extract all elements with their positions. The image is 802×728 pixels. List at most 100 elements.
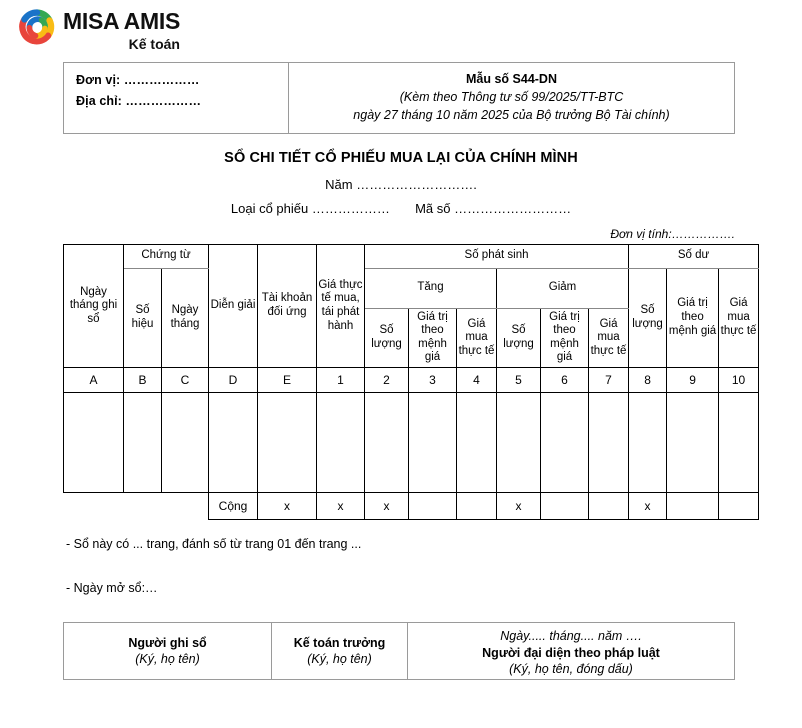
col-code-B: B	[123, 367, 162, 393]
col-code-8: 8	[628, 367, 668, 393]
signature-legal-representative: Ngày..... tháng.... năm …. Người đại diệ…	[408, 623, 734, 679]
brand-product: Kế toán	[128, 36, 180, 52]
total-mark-2: x	[364, 492, 409, 520]
group-header-row-2: Số hiệu Ngày tháng Tăng Giảm Số lượng Gi…	[64, 267, 760, 369]
cell-7[interactable]	[587, 392, 630, 493]
col-code-1: 1	[316, 367, 365, 393]
chief-accountant-role: Kế toán trưởng	[293, 636, 386, 650]
cell-10[interactable]	[718, 392, 760, 493]
col-code-A: A	[63, 367, 124, 393]
share-type-label: Loại cổ phiếu ………………	[230, 201, 390, 216]
signature-recorder: Người ghi sổ (Ký, họ tên)	[64, 623, 272, 679]
note-open-date: - Ngày mở sổ:…	[66, 581, 158, 595]
total-mark-10	[718, 492, 760, 520]
total-mark-3	[408, 492, 457, 520]
signature-chief-accountant: Kế toán trưởng (Ký, họ tên)	[272, 623, 408, 679]
total-mark-8: x	[628, 492, 668, 520]
col-code-C: C	[161, 367, 209, 393]
col-head-increase-quantity: Số lượng	[364, 307, 409, 369]
total-mark-1: x	[316, 492, 365, 520]
col-head-contra-account: Tài khoản đối ứng	[257, 244, 317, 368]
form-reference: Mẫu số S44-DN (Kèm theo Thông tư số 99/2…	[289, 63, 734, 133]
col-head-balance-par-value: Giá trị theo mệnh giá	[666, 267, 720, 369]
col-head-decrease-par-value: Giá trị theo mệnh giá	[540, 307, 589, 369]
share-type-line: Loại cổ phiếu ……………… Mã số ………………………	[0, 201, 802, 216]
col-head-balance-quantity: Số lượng	[628, 267, 668, 369]
total-row: Cộng x x x x x	[64, 492, 760, 520]
circular-line-2: ngày 27 tháng 10 năm 2025 của Bộ trưởng …	[353, 107, 670, 122]
col-head-description: Diễn giải	[208, 244, 258, 368]
col-code-10: 10	[718, 367, 760, 393]
total-mark-9	[666, 492, 720, 520]
total-mark-7	[587, 492, 630, 520]
address-label: Địa chỉ: ………………	[76, 94, 202, 108]
col-head-increase-par-value: Giá trị theo mệnh giá	[408, 307, 457, 369]
total-mark-5: x	[496, 492, 541, 520]
total-label: Cộng	[208, 492, 258, 520]
cell-3[interactable]	[408, 392, 457, 493]
form-number: Mẫu số S44-DN	[466, 72, 557, 86]
signature-date-line: Ngày..... tháng.... năm ….	[500, 629, 642, 643]
recorder-hint: (Ký, họ tên)	[135, 652, 200, 667]
group-header-row-1: Ngày tháng ghi sổ Chứng từ Diễn giải Tài…	[63, 244, 760, 368]
col-head-doc-date: Ngày tháng	[161, 267, 209, 369]
total-mark-4	[456, 492, 497, 520]
total-mark-6	[540, 492, 589, 520]
group-head-arising: Số phát sinh	[363, 244, 630, 269]
col-head-increase-actual-price: Giá mua thực tế	[456, 307, 497, 369]
total-mark-E: x	[257, 492, 317, 520]
cell-5[interactable]	[496, 392, 541, 493]
ledger-table: Ngày tháng ghi sổ Chứng từ Diễn giải Tài…	[63, 244, 760, 520]
page-title: SỔ CHI TIẾT CỔ PHIẾU MUA LẠI CỦA CHÍNH M…	[224, 150, 578, 166]
unit-of-measure: Đơn vị tính:…………….	[610, 227, 735, 241]
col-head-decrease-actual-price: Giá mua thực tế	[587, 307, 630, 369]
misa-swirl-logo-icon	[19, 9, 55, 45]
table-row[interactable]	[63, 392, 760, 493]
group-header-row-3: Số lượng Giá trị theo mệnh giá Giá mua t…	[64, 307, 759, 369]
brand-name: MISA AMIS	[63, 8, 180, 34]
column-code-row: A B C D E 1 2 3 4 5 6 7 8 9 10	[63, 367, 760, 393]
unit-and-form-box: Đơn vị: ……………… Địa chỉ: ……………… Mẫu số S4…	[63, 62, 735, 134]
unit-info: Đơn vị: ……………… Địa chỉ: ………………	[64, 63, 289, 133]
cell-1[interactable]	[316, 392, 365, 493]
total-cell-B	[124, 493, 162, 520]
total-cell-A	[64, 493, 124, 520]
col-code-3: 3	[408, 367, 457, 393]
cell-2[interactable]	[364, 392, 409, 493]
cell-4[interactable]	[456, 392, 497, 493]
cell-9[interactable]	[666, 392, 720, 493]
cell-B[interactable]	[123, 392, 162, 493]
legal-rep-role: Người đại diện theo pháp luật	[482, 645, 660, 660]
cell-C[interactable]	[161, 392, 209, 493]
chief-accountant-hint: (Ký, họ tên)	[307, 652, 372, 667]
brand-header: MISA AMIS Kế toán	[18, 8, 180, 53]
cell-E[interactable]	[257, 392, 317, 493]
total-cell-C	[162, 493, 209, 520]
col-head-actual-price: Giá thực tế mua, tái phát hành	[316, 244, 365, 368]
col-code-9: 9	[666, 367, 720, 393]
note-page-count: - Sổ này có ... trang, đánh số từ trang …	[66, 537, 362, 551]
signature-block: Người ghi sổ (Ký, họ tên) Kế toán trưởng…	[63, 622, 735, 680]
cell-D[interactable]	[208, 392, 258, 493]
group-head-decrease: Giảm	[495, 267, 630, 309]
code-label: Mã số ………………………	[415, 201, 572, 216]
legal-rep-hint: (Ký, họ tên, đóng dấu)	[509, 662, 633, 677]
col-code-7: 7	[587, 367, 630, 393]
col-code-D: D	[208, 367, 258, 393]
col-head-doc-number: Số hiệu	[123, 267, 162, 369]
group-head-balance: Số dư	[628, 244, 760, 269]
cell-8[interactable]	[628, 392, 668, 493]
group-head-document-ref: Chứng từ	[123, 244, 209, 269]
col-code-E: E	[257, 367, 317, 393]
col-code-4: 4	[456, 367, 497, 393]
circular-line-1: (Kèm theo Thông tư số 99/2025/TT-BTC	[399, 89, 624, 104]
col-head-decrease-quantity: Số lượng	[496, 307, 541, 369]
col-code-2: 2	[364, 367, 409, 393]
year-line: Năm ……………………….	[325, 177, 477, 192]
cell-A[interactable]	[63, 392, 124, 493]
col-head-date-recorded: Ngày tháng ghi sổ	[63, 244, 124, 368]
group-head-increase: Tăng	[364, 267, 497, 309]
cell-6[interactable]	[540, 392, 589, 493]
col-code-6: 6	[540, 367, 589, 393]
col-code-5: 5	[496, 367, 541, 393]
